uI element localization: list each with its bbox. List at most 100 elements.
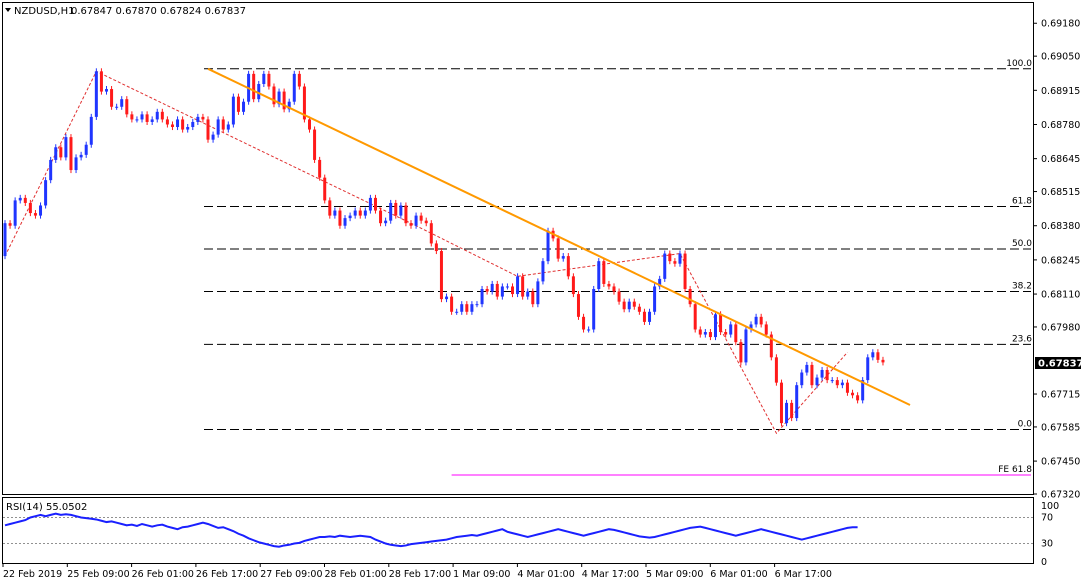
candle-body bbox=[196, 116, 200, 122]
candle-body bbox=[252, 73, 256, 100]
candle-body bbox=[384, 220, 388, 224]
time-tick-label: 4 Mar 01:00 bbox=[517, 569, 574, 580]
candle-body bbox=[653, 286, 657, 312]
candle-body bbox=[820, 369, 824, 378]
candle-body bbox=[729, 324, 733, 335]
candle-body bbox=[637, 306, 641, 312]
candle-body bbox=[49, 159, 53, 181]
candle-body bbox=[373, 197, 377, 211]
candle-body bbox=[881, 359, 885, 363]
candle-body bbox=[272, 86, 276, 105]
candle-body bbox=[445, 296, 449, 300]
price-axis-ticks: 0.69180 0.69050 0.68915 0.68780 0.68645 0.685… bbox=[1033, 19, 1080, 501]
rsi-panel-frame bbox=[2, 497, 1034, 564]
candle-body bbox=[739, 342, 743, 363]
rsi-line bbox=[4, 512, 858, 548]
candle-body bbox=[313, 129, 317, 160]
candle-body bbox=[851, 392, 855, 396]
candle-body bbox=[764, 324, 768, 335]
candle-body bbox=[561, 256, 565, 259]
candle-body bbox=[267, 73, 271, 87]
candle-body bbox=[632, 301, 636, 307]
candle-body bbox=[582, 316, 586, 330]
candle-body bbox=[480, 288, 484, 305]
candle-body bbox=[429, 223, 433, 244]
candle-body bbox=[64, 137, 68, 158]
candle-body bbox=[475, 304, 479, 306]
price-tick-label: 0.68645 bbox=[1041, 154, 1080, 165]
candle-body bbox=[830, 380, 834, 382]
fib-level-label: 50.0 bbox=[1012, 239, 1032, 249]
candle-body bbox=[825, 369, 829, 381]
candle-body bbox=[358, 210, 362, 216]
candle-body bbox=[308, 119, 311, 130]
candle-body bbox=[754, 316, 758, 325]
candle-body bbox=[648, 311, 652, 322]
candle-body bbox=[231, 96, 235, 125]
price-tick-label: 0.68110 bbox=[1041, 290, 1080, 301]
candle-body bbox=[465, 304, 469, 312]
candle-body bbox=[170, 124, 174, 128]
candle-body bbox=[622, 301, 626, 310]
candle-body bbox=[18, 197, 22, 201]
fib-level-label: 100.0 bbox=[1006, 59, 1032, 69]
candle-body bbox=[389, 202, 393, 221]
candle-body bbox=[642, 311, 646, 322]
candle-body bbox=[703, 332, 707, 335]
candle-body bbox=[663, 253, 667, 279]
candle-body bbox=[439, 251, 443, 300]
last-price-box bbox=[1035, 357, 1081, 369]
candle-body bbox=[810, 364, 814, 386]
candle-body bbox=[23, 197, 27, 203]
rsi-tick-label: 30 bbox=[1041, 539, 1053, 550]
candle-body bbox=[835, 380, 839, 386]
candle-body bbox=[348, 215, 352, 219]
candle-body bbox=[566, 256, 570, 277]
candle-body bbox=[749, 324, 753, 330]
candle-body bbox=[54, 147, 58, 160]
candle-body bbox=[74, 157, 78, 171]
candle-body bbox=[541, 261, 545, 282]
candle-body bbox=[795, 385, 799, 419]
rsi-tick-label: 100 bbox=[1041, 501, 1059, 512]
price-tick-label: 0.67715 bbox=[1041, 390, 1080, 401]
candle-body bbox=[840, 382, 844, 386]
candle-body bbox=[191, 121, 195, 128]
price-tick-label: 0.68515 bbox=[1041, 187, 1080, 198]
candle-body bbox=[744, 329, 748, 363]
candle-body bbox=[414, 215, 418, 226]
trendline bbox=[207, 67, 911, 406]
candle-body bbox=[678, 253, 682, 264]
candle-body bbox=[84, 144, 88, 155]
time-tick-label: 26 Feb 17:00 bbox=[196, 569, 258, 580]
candle-body bbox=[221, 119, 225, 130]
candle-body bbox=[318, 159, 322, 178]
candle-body bbox=[394, 202, 398, 216]
candle-body bbox=[500, 286, 504, 297]
fib-level-label: 23.6 bbox=[1012, 334, 1032, 344]
zigzag-pattern bbox=[4, 70, 848, 435]
candle-body bbox=[876, 352, 880, 360]
candle-body bbox=[363, 210, 367, 216]
candle-body bbox=[688, 288, 692, 305]
candle-body bbox=[769, 334, 773, 358]
candle-body bbox=[856, 395, 860, 401]
candle-body bbox=[602, 261, 606, 284]
candle-body bbox=[94, 71, 98, 117]
candle-body bbox=[511, 286, 514, 295]
candle-body bbox=[338, 210, 342, 226]
candle-body bbox=[673, 261, 677, 264]
candle-body bbox=[120, 99, 124, 107]
candle-body bbox=[759, 316, 763, 325]
candle-body bbox=[353, 210, 357, 216]
candle-body bbox=[516, 276, 520, 295]
candle-body bbox=[617, 291, 621, 302]
candle-body bbox=[460, 304, 464, 312]
time-axis: 22 Feb 2019 25 Feb 09:00 26 Feb 01:00 26 Fe… bbox=[2, 563, 832, 580]
candle-body bbox=[800, 372, 804, 386]
candle-body bbox=[526, 291, 530, 297]
candle-body bbox=[282, 91, 286, 110]
collapse-triangle-icon[interactable] bbox=[5, 8, 11, 12]
candle-body bbox=[302, 86, 306, 120]
candle-body bbox=[546, 230, 550, 262]
